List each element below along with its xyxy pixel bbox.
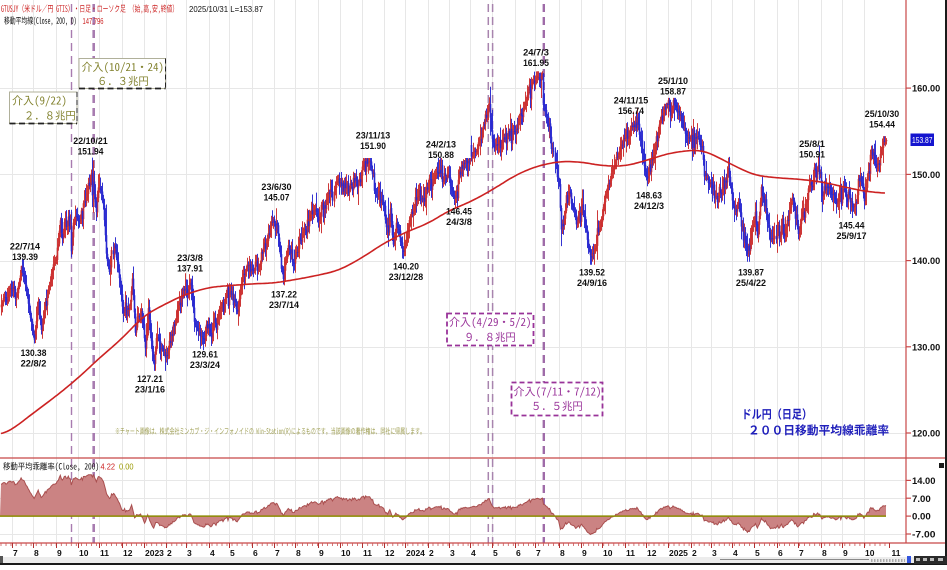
svg-text:25/4/22: 25/4/22 bbox=[736, 278, 766, 288]
svg-text:10: 10 bbox=[865, 548, 875, 558]
svg-text:5: 5 bbox=[755, 548, 760, 558]
svg-text:-7.00: -7.00 bbox=[912, 530, 936, 541]
svg-text:137.22: 137.22 bbox=[271, 289, 297, 299]
svg-text:150.91: 150.91 bbox=[799, 149, 825, 159]
svg-text:139.87: 139.87 bbox=[738, 267, 764, 277]
svg-text:139.52: 139.52 bbox=[579, 267, 605, 277]
svg-text:24/11/15: 24/11/15 bbox=[614, 95, 648, 105]
svg-text:3: 3 bbox=[712, 548, 717, 558]
svg-text:0.00: 0.00 bbox=[119, 462, 134, 472]
svg-text:7: 7 bbox=[13, 548, 18, 558]
svg-text:7.00: 7.00 bbox=[912, 494, 931, 505]
svg-text:120.00: 120.00 bbox=[912, 429, 940, 440]
svg-text:147.796: 147.796 bbox=[83, 16, 104, 26]
svg-text:151.90: 151.90 bbox=[360, 141, 386, 151]
svg-text:8: 8 bbox=[822, 548, 827, 558]
svg-text:10: 10 bbox=[79, 548, 89, 558]
svg-text:12: 12 bbox=[123, 548, 133, 558]
svg-text:9: 9 bbox=[57, 548, 62, 558]
svg-text:140.00: 140.00 bbox=[912, 256, 940, 267]
svg-text:7: 7 bbox=[536, 548, 541, 558]
svg-text:6: 6 bbox=[253, 548, 258, 558]
svg-text:7: 7 bbox=[275, 548, 280, 558]
svg-text:137.91: 137.91 bbox=[177, 263, 203, 273]
svg-text:10: 10 bbox=[341, 548, 351, 558]
svg-text:2024: 2024 bbox=[406, 548, 425, 558]
svg-text:25/10/30: 25/10/30 bbox=[865, 109, 899, 119]
svg-text:2: 2 bbox=[692, 548, 697, 558]
svg-text:5: 5 bbox=[493, 548, 498, 558]
svg-text:23/3/24: 23/3/24 bbox=[190, 360, 220, 370]
svg-text:25/9/17: 25/9/17 bbox=[836, 231, 866, 241]
svg-text:7: 7 bbox=[799, 548, 804, 558]
svg-text:4: 4 bbox=[733, 548, 738, 558]
svg-text:2025: 2025 bbox=[669, 548, 688, 558]
svg-text:2023: 2023 bbox=[145, 548, 164, 558]
svg-text:160.00: 160.00 bbox=[912, 84, 940, 95]
svg-text:145.07: 145.07 bbox=[264, 192, 290, 202]
svg-text:24/3/8: 24/3/8 bbox=[446, 217, 472, 227]
svg-text:130.38: 130.38 bbox=[21, 348, 47, 358]
svg-text:161.95: 161.95 bbox=[523, 58, 549, 68]
svg-text:3: 3 bbox=[450, 548, 455, 558]
svg-text:8: 8 bbox=[560, 548, 565, 558]
svg-text:24/9/16: 24/9/16 bbox=[577, 278, 607, 288]
svg-text:12: 12 bbox=[647, 548, 657, 558]
svg-text:9: 9 bbox=[843, 548, 848, 558]
svg-text:11: 11 bbox=[363, 548, 372, 558]
svg-text:23/6/30: 23/6/30 bbox=[261, 182, 291, 192]
svg-text:158.87: 158.87 bbox=[660, 86, 686, 96]
svg-text:22/10/21: 22/10/21 bbox=[73, 136, 107, 146]
svg-text:11: 11 bbox=[892, 548, 901, 558]
svg-text:10: 10 bbox=[603, 548, 613, 558]
svg-text:146.45: 146.45 bbox=[446, 206, 472, 216]
svg-text:24/2/13: 24/2/13 bbox=[426, 139, 456, 149]
svg-text:25/8/1: 25/8/1 bbox=[799, 139, 825, 149]
svg-text:14.00: 14.00 bbox=[912, 476, 936, 487]
svg-text:22/8/2: 22/8/2 bbox=[21, 358, 47, 368]
svg-text:2: 2 bbox=[429, 548, 434, 558]
svg-text:4: 4 bbox=[210, 548, 215, 558]
svg-text:8: 8 bbox=[34, 548, 39, 558]
svg-text:153.87: 153.87 bbox=[912, 135, 933, 145]
svg-text:22/7/14: 22/7/14 bbox=[10, 241, 40, 251]
svg-text:3: 3 bbox=[187, 548, 192, 558]
svg-text:6: 6 bbox=[516, 548, 521, 558]
svg-text:12: 12 bbox=[385, 548, 395, 558]
svg-text:23/3/8: 23/3/8 bbox=[177, 253, 203, 263]
svg-text:127.21: 127.21 bbox=[137, 374, 163, 384]
svg-text:140.20: 140.20 bbox=[393, 261, 419, 271]
svg-text:2: 2 bbox=[167, 548, 172, 558]
svg-text:23/7/14: 23/7/14 bbox=[269, 300, 299, 310]
svg-text:156.74: 156.74 bbox=[618, 106, 644, 116]
svg-text:145.44: 145.44 bbox=[839, 220, 865, 230]
svg-text:150.88: 150.88 bbox=[428, 150, 454, 160]
svg-text:130.00: 130.00 bbox=[912, 342, 940, 353]
svg-text:139.39: 139.39 bbox=[12, 252, 38, 262]
svg-text:11: 11 bbox=[100, 548, 109, 558]
svg-text:129.61: 129.61 bbox=[192, 349, 218, 359]
svg-text:148.63: 148.63 bbox=[636, 190, 662, 200]
svg-text:6: 6 bbox=[778, 548, 783, 558]
svg-text:4: 4 bbox=[471, 548, 476, 558]
svg-text:150.00: 150.00 bbox=[912, 170, 940, 181]
svg-text:23/1/16: 23/1/16 bbox=[135, 384, 165, 394]
svg-text:25/1/10: 25/1/10 bbox=[658, 76, 688, 86]
svg-text:8: 8 bbox=[296, 548, 301, 558]
svg-text:11: 11 bbox=[626, 548, 635, 558]
svg-text:4.22: 4.22 bbox=[101, 462, 116, 472]
svg-text:154.44: 154.44 bbox=[869, 119, 895, 129]
svg-text:5: 5 bbox=[230, 548, 235, 558]
svg-text:9: 9 bbox=[319, 548, 324, 558]
svg-text:24/7/3: 24/7/3 bbox=[523, 47, 549, 57]
svg-text:2025/10/31 L=153.87: 2025/10/31 L=153.87 bbox=[189, 4, 263, 14]
svg-text:151.94: 151.94 bbox=[78, 146, 104, 156]
svg-text:24/12/3: 24/12/3 bbox=[634, 201, 664, 211]
svg-text:9: 9 bbox=[582, 548, 587, 558]
svg-text:23/11/13: 23/11/13 bbox=[356, 130, 390, 140]
svg-text:0.00: 0.00 bbox=[912, 512, 931, 523]
svg-text:23/12/28: 23/12/28 bbox=[389, 272, 423, 282]
